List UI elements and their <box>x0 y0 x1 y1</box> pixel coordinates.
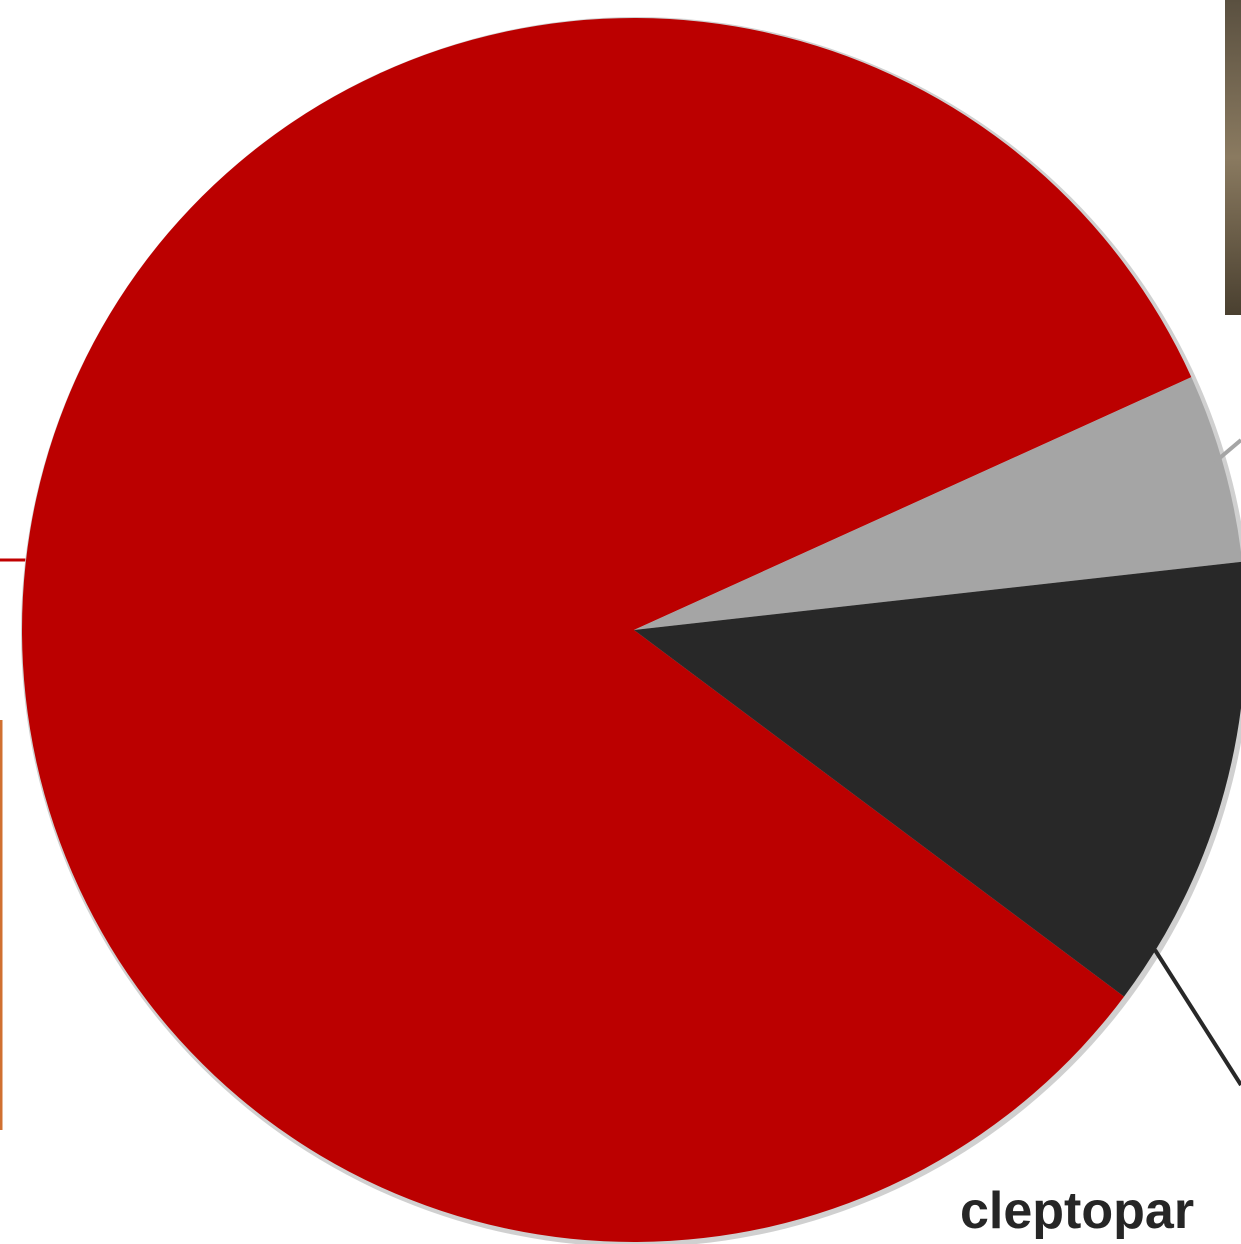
pie-slice <box>21 18 1192 1243</box>
photo-fragment <box>1225 0 1241 315</box>
slice-label: cleptopar <box>960 1182 1194 1240</box>
label-box <box>948 1165 1241 1244</box>
pie-slice <box>634 561 1241 997</box>
pie <box>21 18 1241 1243</box>
pie-slice <box>634 377 1241 630</box>
leader-line <box>1153 948 1241 1087</box>
leader-line <box>1213 438 1241 464</box>
